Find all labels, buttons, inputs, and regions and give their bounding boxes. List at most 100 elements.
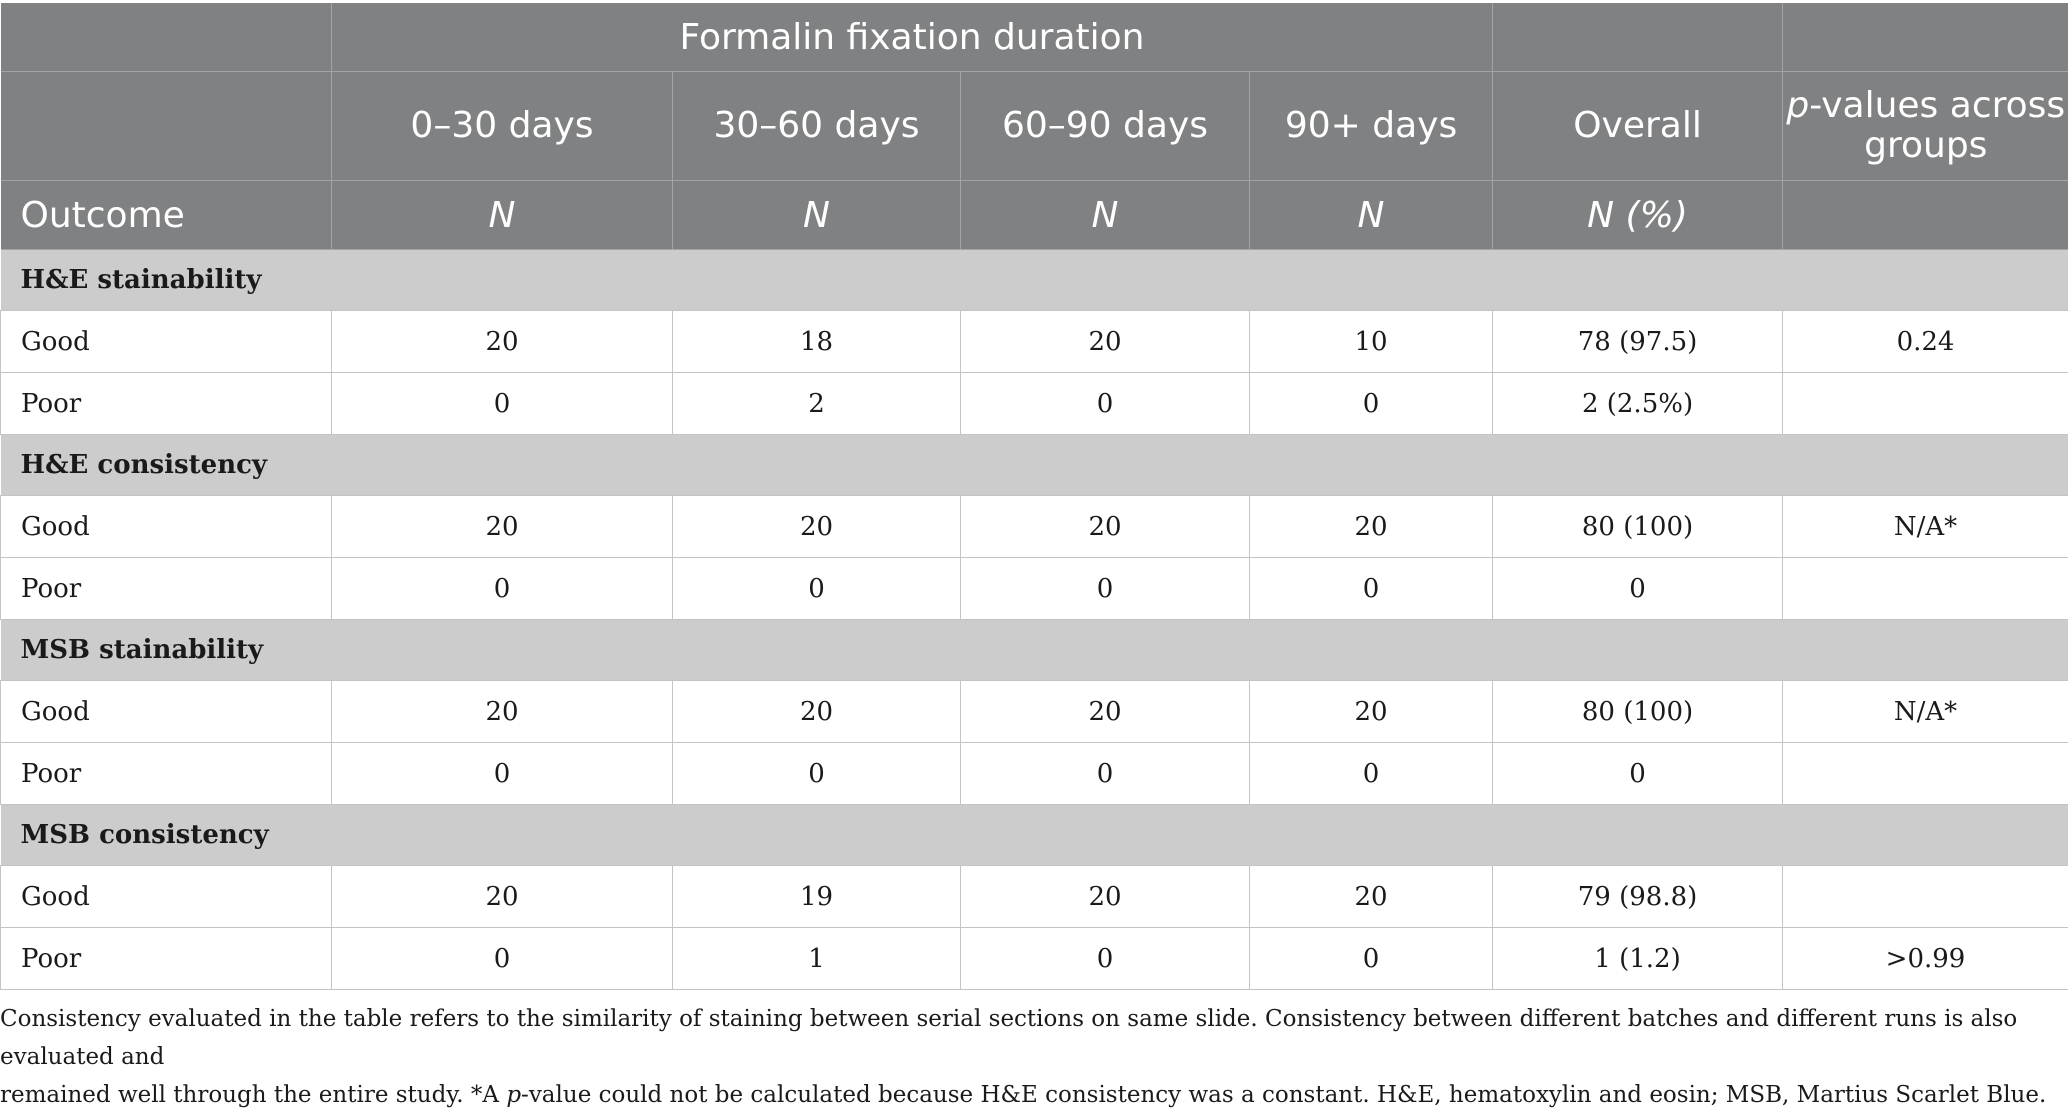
table-cell: 18 xyxy=(673,311,961,373)
group-title: Formalin fixation duration xyxy=(332,3,1493,72)
header-row-group: Formalin fixation duration xyxy=(1,3,2068,72)
header-row-columns: 0–30 days 30–60 days 60–90 days 90+ days… xyxy=(1,72,2068,181)
table-header: Formalin fixation duration 0–30 days 30–… xyxy=(1,3,2068,250)
section-row: H&E stainability xyxy=(1,250,2068,311)
table-cell: 20 xyxy=(961,496,1250,558)
header-empty-cell xyxy=(1783,181,2068,250)
column-header: 0–30 days xyxy=(332,72,673,181)
header-row-units: Outcome N N N N N (%) xyxy=(1,181,2068,250)
header-empty-cell xyxy=(1493,3,1783,72)
table-cell: 20 xyxy=(332,311,673,373)
outcome-header: Outcome xyxy=(1,181,332,250)
section-row: MSB consistency xyxy=(1,805,2068,866)
table-footnote: Consistency evaluated in the table refer… xyxy=(0,1000,2060,1114)
header-empty-cell xyxy=(1783,3,2068,72)
pvalue-cell: N/A* xyxy=(1783,496,2068,558)
header-empty-cell xyxy=(1,3,332,72)
pvalue-cell xyxy=(1783,743,2068,805)
table-cell: 0 xyxy=(332,558,673,620)
table-cell: 80 (100) xyxy=(1493,681,1783,743)
table-cell: 0 xyxy=(961,558,1250,620)
table-cell: 20 xyxy=(332,866,673,928)
table-cell: 0 xyxy=(1493,743,1783,805)
table-row: Good 20 18 20 10 78 (97.5) 0.24 xyxy=(1,311,2068,373)
row-label: Good xyxy=(1,866,332,928)
row-label: Poor xyxy=(1,928,332,990)
section-title: H&E consistency xyxy=(1,435,2068,496)
pvalue-cell xyxy=(1783,866,2068,928)
table-cell: 20 xyxy=(673,681,961,743)
table-cell: 20 xyxy=(673,496,961,558)
table-cell: 0 xyxy=(673,743,961,805)
table-cell: 79 (98.8) xyxy=(1493,866,1783,928)
table-cell: 0 xyxy=(961,928,1250,990)
table-cell: 0 xyxy=(1250,373,1493,435)
table-row: Good 20 20 20 20 80 (100) N/A* xyxy=(1,496,2068,558)
footnote-text: remained well through the entire study. … xyxy=(0,1082,506,1108)
footnote-text: -value could not be calculated because H… xyxy=(521,1082,2046,1108)
table-container: Formalin fixation duration 0–30 days 30–… xyxy=(0,3,2068,990)
table-cell: 0 xyxy=(332,928,673,990)
pvalue-header-text: -values across groups xyxy=(1809,85,2065,166)
row-label: Poor xyxy=(1,743,332,805)
table-cell: 0 xyxy=(1493,558,1783,620)
table-cell: 0 xyxy=(673,558,961,620)
table-cell: 10 xyxy=(1250,311,1493,373)
table-cell: 80 (100) xyxy=(1493,496,1783,558)
unit-header: N (%) xyxy=(1493,181,1783,250)
unit-header: N xyxy=(961,181,1250,250)
table-cell: 20 xyxy=(1250,866,1493,928)
results-table: Formalin fixation duration 0–30 days 30–… xyxy=(0,3,2068,990)
section-row: MSB stainability xyxy=(1,620,2068,681)
table-cell: 0 xyxy=(332,373,673,435)
pvalue-cell xyxy=(1783,558,2068,620)
pvalue-cell: 0.24 xyxy=(1783,311,2068,373)
section-title: MSB consistency xyxy=(1,805,2068,866)
column-header: 30–60 days xyxy=(673,72,961,181)
unit-header: N xyxy=(673,181,961,250)
table-body: H&E stainability Good 20 18 20 10 78 (97… xyxy=(1,250,2068,990)
pvalue-cell xyxy=(1783,373,2068,435)
table-cell: 0 xyxy=(332,743,673,805)
row-label: Poor xyxy=(1,558,332,620)
footnote-line: remained well through the entire study. … xyxy=(0,1076,2060,1114)
unit-header: N xyxy=(1250,181,1493,250)
table-cell: 20 xyxy=(961,681,1250,743)
header-empty-cell xyxy=(1,72,332,181)
row-label: Poor xyxy=(1,373,332,435)
table-cell: 0 xyxy=(1250,558,1493,620)
column-header: 90+ days xyxy=(1250,72,1493,181)
table-cell: 20 xyxy=(961,866,1250,928)
table-cell: 0 xyxy=(1250,928,1493,990)
footnote-line: Consistency evaluated in the table refer… xyxy=(0,1000,2060,1076)
table-cell: 1 xyxy=(673,928,961,990)
section-row: H&E consistency xyxy=(1,435,2068,496)
table-row: Good 20 20 20 20 80 (100) N/A* xyxy=(1,681,2068,743)
table-row: Poor 0 2 0 0 2 (2.5%) xyxy=(1,373,2068,435)
table-cell: 20 xyxy=(332,496,673,558)
table-cell: 20 xyxy=(1250,496,1493,558)
table-cell: 2 xyxy=(673,373,961,435)
pvalue-cell: >0.99 xyxy=(1783,928,2068,990)
column-header: Overall xyxy=(1493,72,1783,181)
section-title: MSB stainability xyxy=(1,620,2068,681)
table-cell: 20 xyxy=(1250,681,1493,743)
table-cell: 0 xyxy=(1250,743,1493,805)
table-row: Poor 0 0 0 0 0 xyxy=(1,558,2068,620)
row-label: Good xyxy=(1,496,332,558)
pvalue-italic-text: p xyxy=(1786,85,1809,126)
table-cell: 78 (97.5) xyxy=(1493,311,1783,373)
table-cell: 0 xyxy=(961,743,1250,805)
table-cell: 19 xyxy=(673,866,961,928)
table-cell: 20 xyxy=(961,311,1250,373)
table-cell: 1 (1.2) xyxy=(1493,928,1783,990)
pvalue-cell: N/A* xyxy=(1783,681,2068,743)
pvalue-column-header: p-values across groups xyxy=(1783,72,2068,181)
row-label: Good xyxy=(1,311,332,373)
table-cell: 0 xyxy=(961,373,1250,435)
table-row: Good 20 19 20 20 79 (98.8) xyxy=(1,866,2068,928)
column-header: 60–90 days xyxy=(961,72,1250,181)
table-cell: 2 (2.5%) xyxy=(1493,373,1783,435)
table-row: Poor 0 0 0 0 0 xyxy=(1,743,2068,805)
footnote-italic-text: p xyxy=(506,1082,521,1108)
